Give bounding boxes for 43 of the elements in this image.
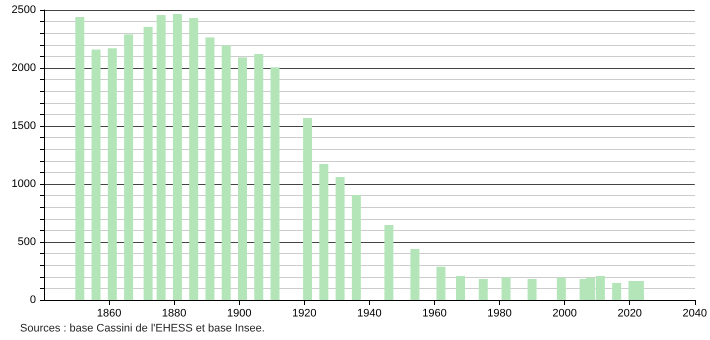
x-tick-label: 2000 xyxy=(552,308,577,320)
x-tick-label: 1880 xyxy=(162,308,186,320)
bar xyxy=(270,67,280,300)
y-tick-label: 1000 xyxy=(12,178,36,190)
bar xyxy=(319,164,328,300)
bar xyxy=(222,45,231,300)
bar xyxy=(144,26,153,300)
bar xyxy=(436,266,446,300)
y-tick-label: 2000 xyxy=(12,62,36,74)
bar xyxy=(612,282,622,300)
bar xyxy=(384,224,394,300)
bar xyxy=(75,16,84,300)
bar xyxy=(410,248,420,300)
x-tick-label: 1920 xyxy=(292,308,317,320)
bar xyxy=(502,277,511,300)
bar xyxy=(124,34,134,300)
x-tick-label: 1940 xyxy=(357,308,382,320)
bar xyxy=(189,18,198,300)
y-tick-label: 0 xyxy=(30,294,36,306)
bar xyxy=(336,177,345,300)
bar xyxy=(92,49,101,300)
bar xyxy=(254,54,264,300)
x-tick-label: 1960 xyxy=(422,308,447,320)
x-tick-label: 2040 xyxy=(682,308,708,320)
bar xyxy=(238,57,247,300)
bar xyxy=(172,14,182,300)
bar xyxy=(478,279,488,300)
x-tick-label: 1980 xyxy=(487,308,512,320)
bar xyxy=(556,278,566,300)
source-note: Sources : base Cassini de l'EHESS et base Insee. xyxy=(20,322,265,334)
y-tick-label: 1500 xyxy=(12,120,36,132)
x-tick-label: 2020 xyxy=(617,308,642,320)
bar xyxy=(352,195,361,300)
y-tick-label: 500 xyxy=(18,236,36,248)
bar xyxy=(205,37,214,300)
y-tick-label: 2500 xyxy=(12,4,36,16)
bar xyxy=(528,279,537,300)
x-tick-label: 1860 xyxy=(96,308,122,320)
bar xyxy=(456,276,465,300)
x-tick-label: 1900 xyxy=(226,308,252,320)
bar xyxy=(303,118,312,300)
bar xyxy=(108,48,117,300)
bar xyxy=(156,14,166,300)
